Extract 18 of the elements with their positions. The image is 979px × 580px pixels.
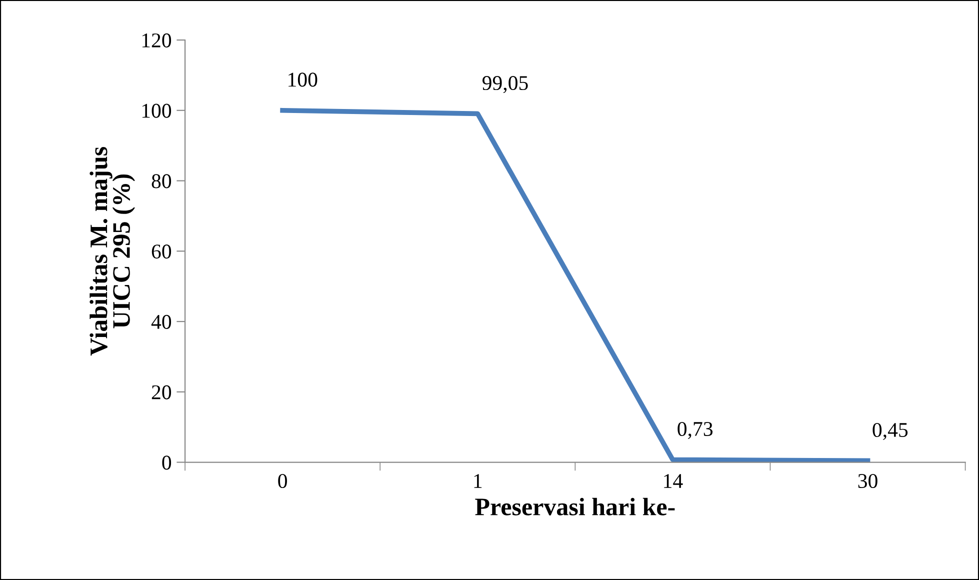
data-label: 0,73 bbox=[678, 422, 713, 440]
x-tick-label: 14 bbox=[664, 474, 683, 488]
y-tick-label: 20 bbox=[152, 385, 172, 400]
x-tick-label: 30 bbox=[858, 474, 878, 488]
line-series bbox=[280, 108, 870, 462]
x-axis-title: Preservasi hari ke- bbox=[475, 498, 675, 516]
x-tick-label: 1 bbox=[474, 474, 482, 488]
y-tick-label: 40 bbox=[151, 314, 172, 329]
x-tick-label: 0 bbox=[278, 474, 287, 488]
y-tick-label: 80 bbox=[152, 174, 172, 188]
y-tick-label: 0 bbox=[162, 456, 172, 470]
data-label: 100 bbox=[288, 72, 318, 87]
y-tick-label: 100 bbox=[142, 104, 172, 118]
data-label: 0,45 bbox=[872, 422, 908, 440]
y-tick-label: 60 bbox=[152, 244, 172, 259]
y-tick-label: 120 bbox=[142, 33, 172, 48]
data-label: 99,05 bbox=[482, 76, 528, 94]
y-axis-title: Viabilitas M. majus UICC 295 (%) bbox=[90, 147, 136, 356]
